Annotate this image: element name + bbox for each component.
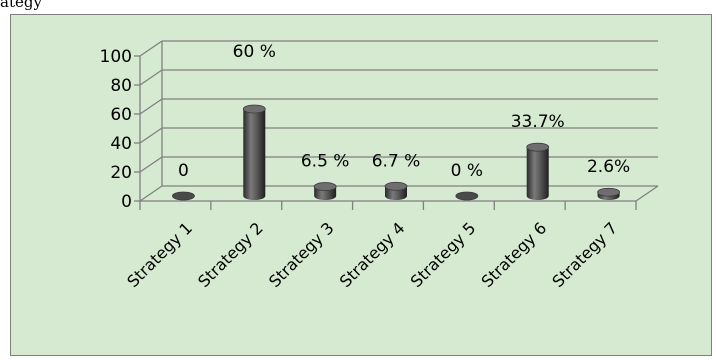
bar	[526, 147, 549, 200]
bar-top	[526, 142, 550, 152]
y-tick-label: 80	[110, 76, 132, 96]
data-label: 2.6%	[587, 157, 630, 177]
data-label: 0	[178, 161, 189, 181]
bar-top	[172, 191, 195, 201]
x-tick-label: Strategy 5	[407, 218, 480, 291]
data-label: 6.7 %	[372, 151, 421, 171]
gridline-side	[139, 40, 163, 57]
bar-top	[455, 191, 479, 201]
data-label: 6.5 %	[301, 152, 350, 172]
chart-area	[10, 14, 712, 356]
x-tick-label: Strategy 6	[478, 218, 551, 291]
y-tick-label: 0	[121, 192, 132, 212]
gridline-side	[139, 185, 163, 202]
gridline-side	[139, 156, 163, 173]
floor-edge	[635, 185, 659, 202]
data-label: 0 %	[451, 161, 483, 181]
y-tick-label: 100	[100, 47, 132, 67]
data-label: 33.7%	[511, 112, 565, 132]
x-tick-label: Strategy 3	[265, 218, 338, 291]
bar-top	[597, 187, 620, 197]
y-tick-label: 20	[110, 163, 132, 183]
x-tick-label: Strategy 1	[123, 218, 196, 291]
gridline-side	[139, 69, 163, 86]
y-tick-label: 40	[110, 134, 132, 154]
gridline-side	[139, 127, 163, 144]
x-tick-label: Strategy 4	[336, 218, 409, 291]
cropped-title-text: ategy	[0, 0, 42, 11]
gridline-side	[139, 98, 163, 115]
x-tick-label: Strategy 2	[194, 218, 267, 291]
x-tick-label: Strategy 7	[548, 218, 621, 291]
bar-top	[313, 182, 337, 191]
data-label: 60 %	[233, 42, 276, 62]
y-tick-label: 60	[110, 105, 132, 125]
bar	[243, 109, 266, 200]
bar-top	[384, 181, 408, 191]
bar-top	[242, 104, 266, 114]
